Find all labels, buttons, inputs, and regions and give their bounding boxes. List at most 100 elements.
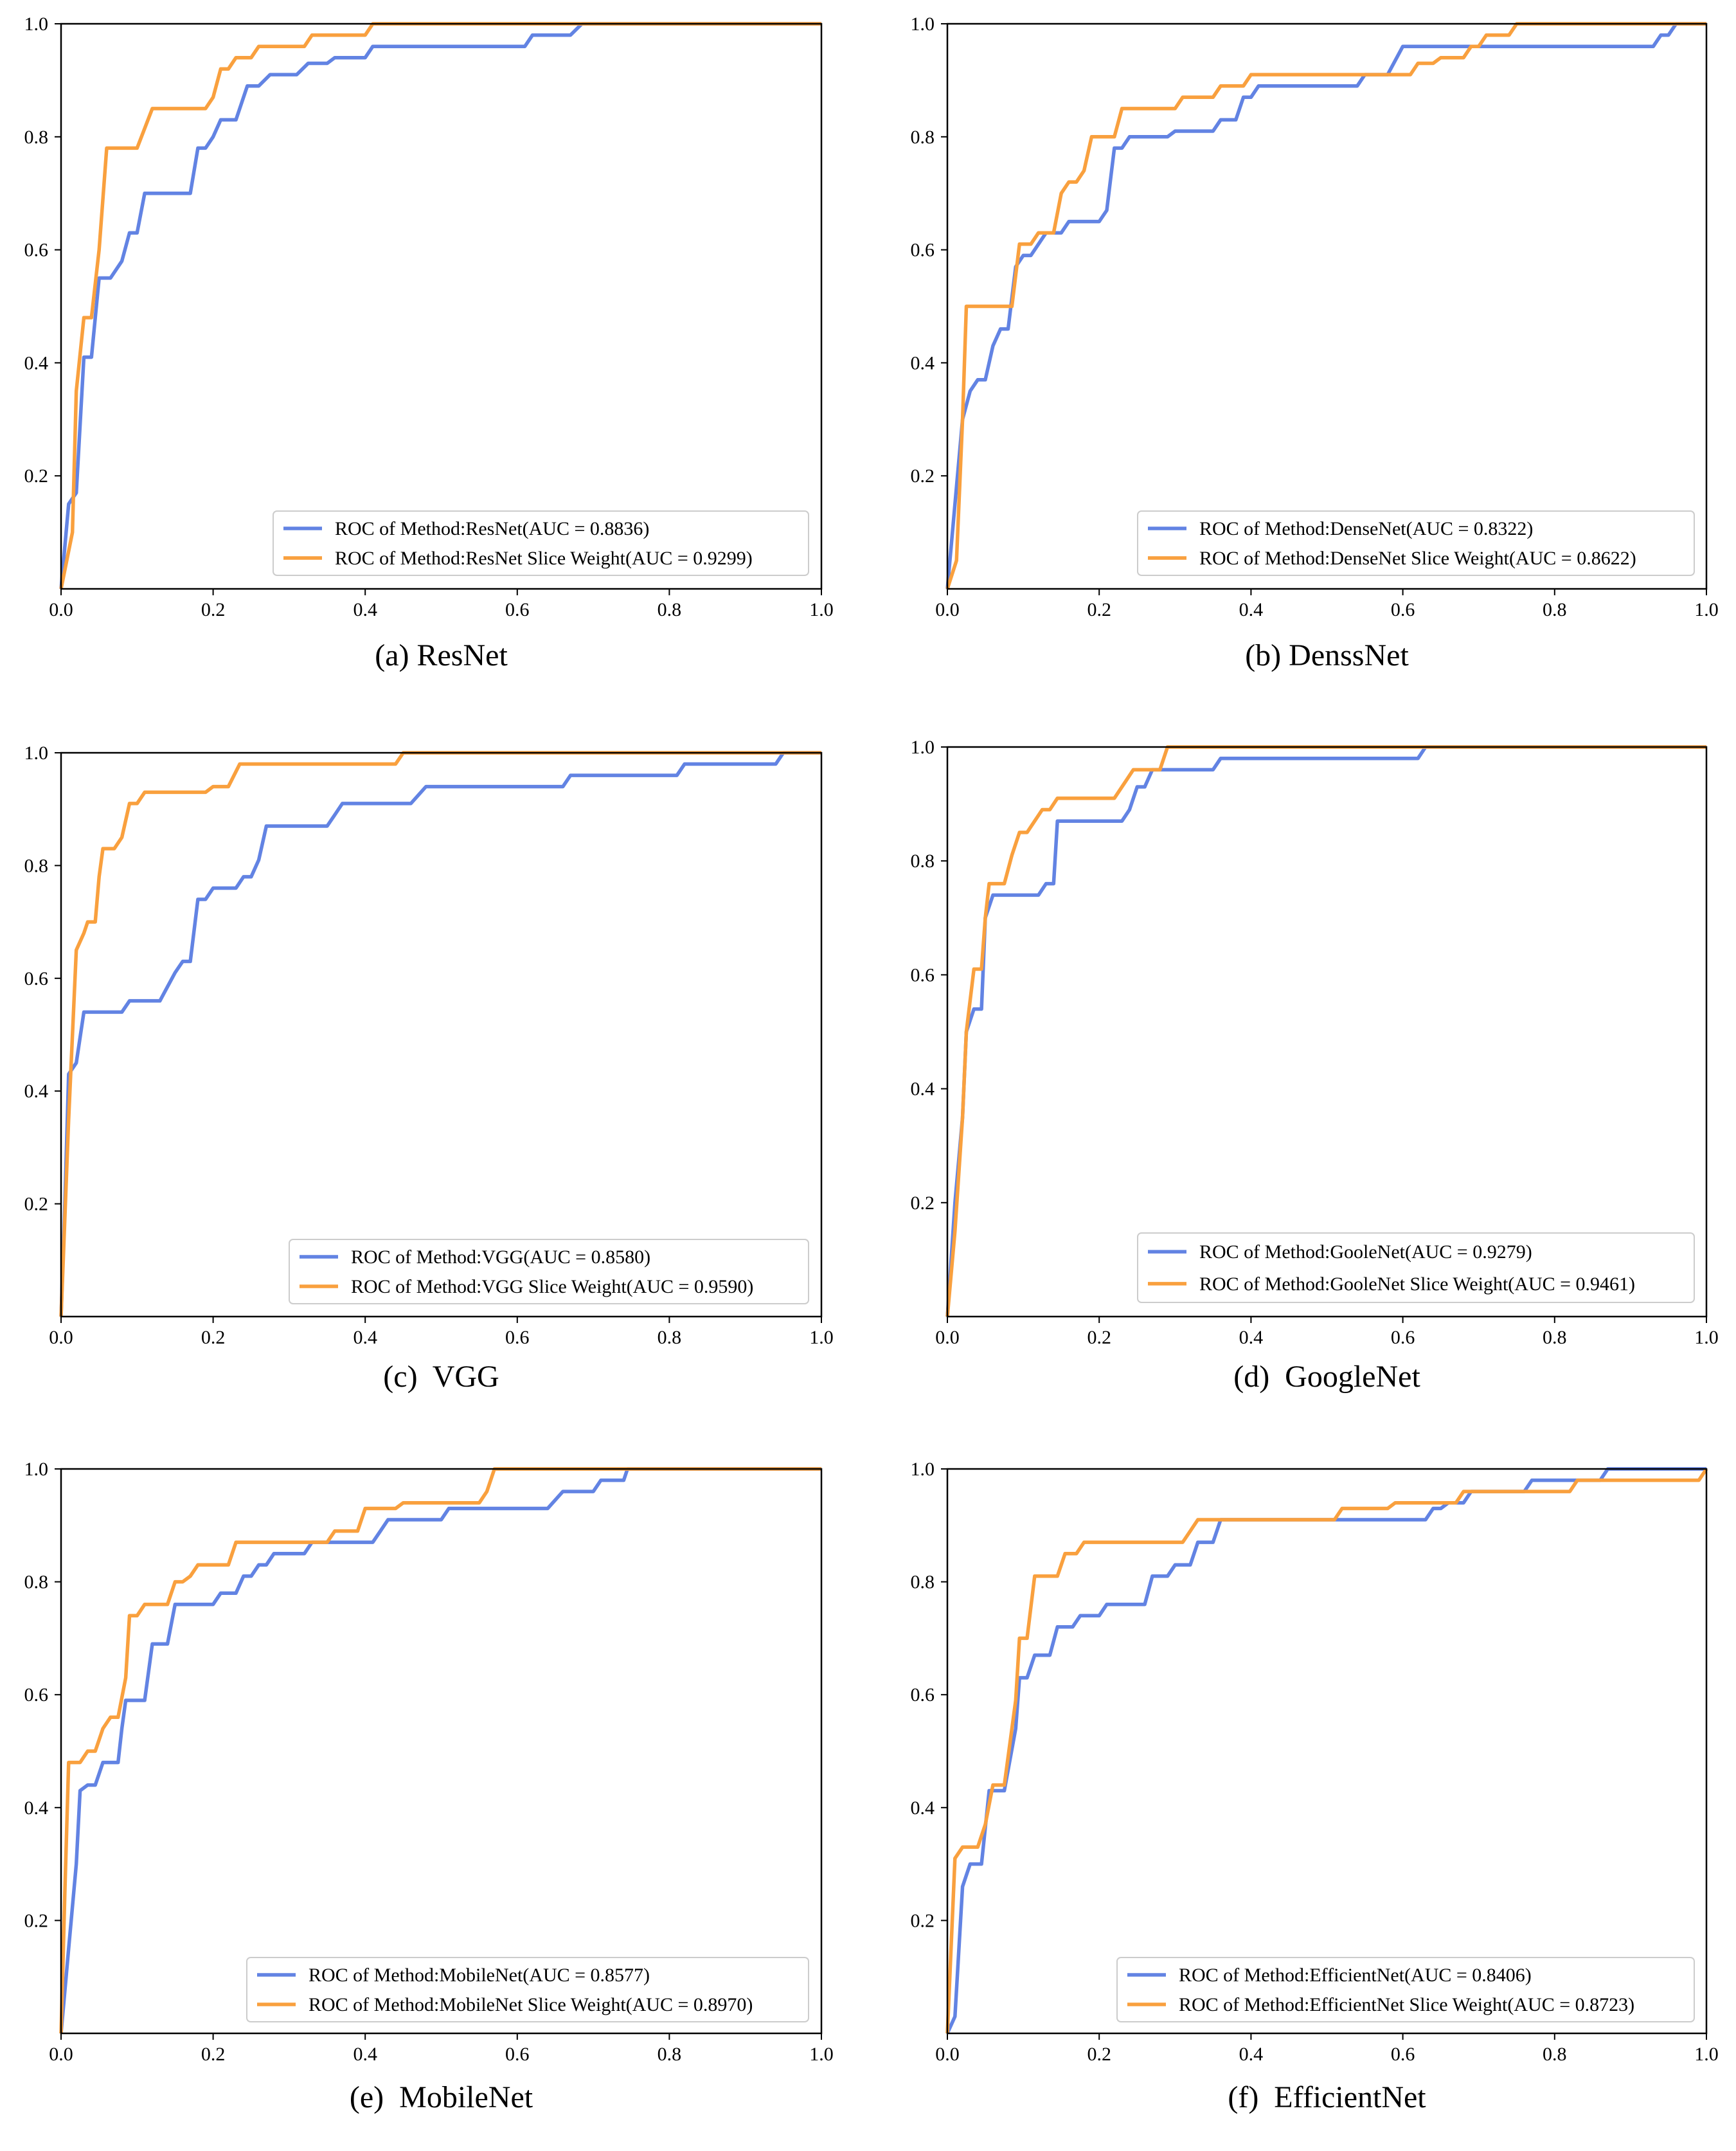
panel-caption: (d) GoogleNet <box>1233 1360 1420 1394</box>
y-tick-label: 0.8 <box>24 1572 49 1593</box>
y-tick-label: 0.6 <box>911 964 935 986</box>
roc-panel-2: 0.0 0.2 0.4 0.6 0.8 1.0 0.2 0.4 0.6 0.8 1.0 ROC of … <box>911 14 1719 672</box>
series-line-baseline <box>59 22 821 590</box>
x-tick-label: 1.0 <box>809 1327 834 1348</box>
x-tick-label: 0.6 <box>1391 599 1415 620</box>
x-tick-label: 0.4 <box>353 599 377 620</box>
roc-panel-5: 0.0 0.2 0.4 0.6 0.8 1.0 0.2 0.4 0.6 0.8 1.0 ROC of … <box>24 1459 834 2114</box>
x-tick-label: 0.6 <box>505 2044 530 2065</box>
legend-box <box>1137 510 1695 576</box>
series-line-slice-weight <box>945 22 1706 590</box>
y-tick-label: 0.2 <box>911 465 935 487</box>
legend-box <box>1137 1232 1695 1303</box>
x-tick-label: 0.0 <box>49 2044 73 2065</box>
x-tick-label: 0.8 <box>658 1327 682 1348</box>
legend-entry: ROC of Method:ResNet Slice Weight(AUC = … <box>335 548 753 569</box>
y-tick-label: 0.4 <box>911 1079 935 1100</box>
x-tick-label: 0.8 <box>1543 1327 1567 1348</box>
y-tick-label: 0.8 <box>24 855 49 876</box>
panel-caption: (a) ResNet <box>375 638 508 672</box>
legend-entry: ROC of Method:MobileNet(AUC = 0.8577) <box>309 1965 650 1986</box>
legend-entry: ROC of Method:DenseNet Slice Weight(AUC … <box>1199 548 1636 569</box>
x-tick-label: 0.8 <box>1543 2044 1567 2065</box>
x-tick-label: 0.0 <box>49 1327 73 1348</box>
y-tick-label: 0.8 <box>911 1572 935 1593</box>
panel-caption: (b) DenssNet <box>1245 638 1409 672</box>
x-tick-label: 0.8 <box>658 599 682 620</box>
legend: ROC of Method:EfficientNet(AUC = 0.8406)… <box>1116 1957 1695 2022</box>
x-tick-label: 0.4 <box>1239 599 1264 620</box>
y-tick-label: 0.6 <box>911 1684 935 1706</box>
roc-panel-1: 0.0 0.2 0.4 0.6 0.8 1.0 0.2 0.4 0.6 0.8 1.0 ROC of … <box>24 14 834 672</box>
plot-frame <box>946 22 1708 590</box>
legend: ROC of Method:GooleNet(AUC = 0.9279) ROC … <box>1137 1232 1695 1303</box>
series-line-baseline <box>945 22 1706 590</box>
x-tick-label: 0.4 <box>353 2044 377 2065</box>
roc-panel-6: 0.0 0.2 0.4 0.6 0.8 1.0 0.2 0.4 0.6 0.8 1.0 ROC of … <box>911 1459 1719 2114</box>
plot-frame <box>60 1468 823 2035</box>
legend: ROC of Method:VGG(AUC = 0.8580) ROC of Me… <box>289 1239 809 1304</box>
series-line-slice-weight <box>945 1468 1708 2034</box>
series-line-baseline <box>945 745 1706 1317</box>
y-tick-label: 0.6 <box>24 1684 49 1706</box>
y-tick-label: 0.6 <box>24 240 49 261</box>
series-line-baseline <box>945 1467 1706 2035</box>
series-line-slice-weight <box>945 745 1706 1317</box>
panel-caption: (f) EfficientNet <box>1228 2080 1426 2114</box>
x-tick-label: 1.0 <box>1694 1327 1719 1348</box>
legend-box <box>246 1957 809 2022</box>
y-tick-label: 1.0 <box>911 1459 935 1480</box>
plot-frame <box>60 752 823 1318</box>
series-line-slice-weight <box>59 22 821 590</box>
x-tick-label: 0.0 <box>935 2044 960 2065</box>
x-tick-label: 0.6 <box>1391 2044 1415 2065</box>
x-tick-label: 0.2 <box>1087 599 1111 620</box>
legend-entry: ROC of Method:EfficientNet(AUC = 0.8406) <box>1179 1965 1532 1986</box>
legend: ROC of Method:ResNet(AUC = 0.8836) ROC of… <box>273 510 809 576</box>
panel-caption: (c) VGG <box>383 1360 499 1394</box>
legend: ROC of Method:MobileNet(AUC = 0.8577) ROC… <box>246 1957 809 2022</box>
x-tick-label: 0.0 <box>935 599 960 620</box>
x-tick-label: 0.8 <box>658 2044 682 2065</box>
x-tick-label: 0.0 <box>935 1327 960 1348</box>
x-tick-label: 0.6 <box>505 1327 530 1348</box>
panel-caption: (e) MobileNet <box>350 2080 533 2114</box>
y-tick-label: 1.0 <box>911 737 935 758</box>
y-tick-label: 0.2 <box>24 1194 49 1215</box>
legend-entry: ROC of Method:ResNet(AUC = 0.8836) <box>335 518 649 539</box>
legend-entry: ROC of Method:GooleNet Slice Weight(AUC … <box>1199 1274 1635 1295</box>
y-tick-label: 0.8 <box>911 127 935 148</box>
x-tick-label: 1.0 <box>1694 599 1719 620</box>
legend-entry: ROC of Method:EfficientNet Slice Weight(… <box>1179 1994 1634 2015</box>
legend-box <box>1116 1957 1695 2022</box>
roc-panel-3: 0.0 0.2 0.4 0.6 0.8 1.0 0.2 0.4 0.6 0.8 1.0 ROC of … <box>24 742 834 1394</box>
series-line-slice-weight <box>59 1467 821 2034</box>
x-tick-label: 0.4 <box>353 1327 377 1348</box>
roc-panel-4: 0.0 0.2 0.4 0.6 0.8 1.0 0.2 0.4 0.6 0.8 1.0 ROC of … <box>911 737 1719 1394</box>
series-line-baseline <box>59 751 821 1317</box>
x-tick-label: 0.2 <box>1087 1327 1111 1348</box>
x-tick-label: 0.6 <box>505 599 530 620</box>
legend: ROC of Method:DenseNet(AUC = 0.8322) ROC … <box>1137 510 1695 576</box>
legend-entry: ROC of Method:DenseNet(AUC = 0.8322) <box>1199 518 1533 539</box>
x-tick-label: 1.0 <box>809 599 834 620</box>
y-tick-label: 0.8 <box>24 127 49 148</box>
y-tick-label: 0.4 <box>24 352 49 374</box>
plot-frame <box>946 746 1708 1318</box>
x-tick-label: 1.0 <box>809 2044 834 2065</box>
y-tick-label: 0.6 <box>911 240 935 261</box>
x-tick-label: 0.2 <box>201 2044 226 2065</box>
y-tick-label: 0.2 <box>24 1910 49 1931</box>
y-tick-label: 0.6 <box>24 968 49 989</box>
y-tick-label: 0.4 <box>24 1081 49 1102</box>
x-tick-label: 0.4 <box>1239 1327 1264 1348</box>
y-tick-label: 0.2 <box>24 465 49 487</box>
y-tick-label: 0.8 <box>911 851 935 872</box>
y-tick-label: 0.4 <box>24 1797 49 1819</box>
legend-entry: ROC of Method:VGG Slice Weight(AUC = 0.9… <box>351 1276 753 1297</box>
legend-entry: ROC of Method:GooleNet(AUC = 0.9279) <box>1199 1241 1532 1263</box>
plot-frame <box>60 22 823 590</box>
legend-box <box>289 1239 809 1304</box>
y-tick-label: 0.2 <box>911 1910 935 1931</box>
x-tick-label: 0.0 <box>49 599 73 620</box>
